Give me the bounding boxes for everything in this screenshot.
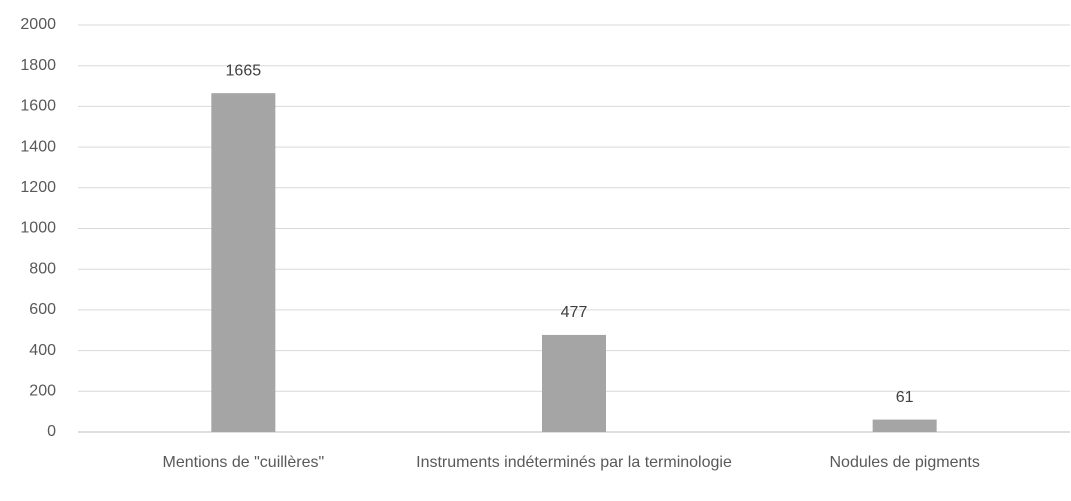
y-tick-label: 800 [29, 260, 56, 277]
data-label: 61 [896, 389, 914, 406]
data-label: 477 [561, 304, 588, 321]
y-tick-label: 1200 [20, 179, 56, 196]
bar [872, 419, 937, 432]
y-tick-label: 2000 [20, 16, 56, 33]
bar [211, 93, 276, 433]
x-tick-label: Mentions de "cuillères" [162, 454, 325, 471]
data-label: 1665 [226, 62, 262, 79]
bar [542, 334, 606, 432]
y-tick-label: 0 [47, 423, 56, 440]
x-tick-label: Nodules de pigments [829, 454, 980, 471]
y-tick-label: 1000 [20, 220, 56, 237]
y-tick-label: 600 [29, 301, 56, 318]
y-tick-label: 1800 [20, 57, 56, 74]
y-tick-label: 200 [29, 383, 56, 400]
y-tick-label: 1600 [20, 98, 56, 115]
x-tick-label: Instruments indéterminés par la terminol… [416, 454, 732, 471]
y-tick-label: 1400 [20, 138, 56, 155]
y-tick-label: 400 [29, 342, 56, 359]
